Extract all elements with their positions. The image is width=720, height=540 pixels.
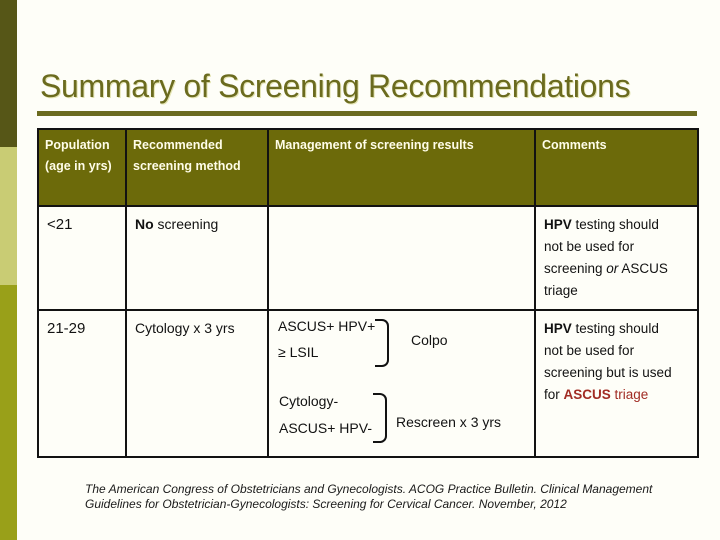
table-row: 21-29 Cytology x 3 yrs ASCUS+ HPV+ ≥ LSI… xyxy=(37,309,699,458)
mgmt-result-line: ASCUS+ HPV- xyxy=(279,420,372,436)
accent-bar-segment-medium xyxy=(0,285,17,540)
mgmt-result-line: ≥ LSIL xyxy=(278,344,319,360)
col-header-management: Management of screening results xyxy=(267,128,536,207)
mgmt-action: Rescreen x 3 yrs xyxy=(396,414,502,430)
cell-management-r2: ASCUS+ HPV+ ≥ LSIL Colpo Cytology- ASCUS… xyxy=(267,309,536,458)
col-header-population: Population (age in yrs) xyxy=(37,128,127,207)
grouping-bracket-icon xyxy=(375,319,389,367)
comment-red: triage xyxy=(610,387,649,402)
comment-lead: HPV xyxy=(544,217,572,232)
method-text: screening xyxy=(153,216,219,232)
cell-comments-r1: HPV testing should not be used for scree… xyxy=(534,205,699,311)
citation: The American Congress of Obstetricians a… xyxy=(85,482,653,511)
method-text-bold: No xyxy=(135,216,154,232)
comment-text: HPV testing should not be used for scree… xyxy=(544,318,680,406)
cell-method-r1: No screening xyxy=(125,205,269,311)
mgmt-action: Colpo xyxy=(411,332,448,348)
slide-title: Summary of Screening Recommendations xyxy=(40,68,631,104)
accent-bar-segment-light xyxy=(0,147,17,285)
table-header-row: Population (age in yrs) Recommended scre… xyxy=(37,128,699,207)
title-underline xyxy=(37,111,697,116)
mgmt-result-line: Cytology- xyxy=(279,393,339,409)
mgmt-result-line: ASCUS+ HPV+ xyxy=(278,318,376,334)
cell-method-r2: Cytology x 3 yrs xyxy=(125,309,269,458)
col-header-method: Recommended screening method xyxy=(125,128,269,207)
grouping-bracket-icon xyxy=(373,393,387,443)
comment-italic-or: or xyxy=(606,261,619,276)
cell-management-r1 xyxy=(267,205,536,311)
cell-population-r1: <21 xyxy=(37,205,127,311)
comment-tail: ASCUS triage xyxy=(544,261,668,298)
col-header-comments: Comments xyxy=(534,128,699,207)
comment-text: HPV testing should not be used for scree… xyxy=(544,214,680,302)
comment-red-bold: ASCUS xyxy=(563,387,611,402)
comment-mid: testing should not be used for screening… xyxy=(544,321,672,402)
cell-population-r2: 21-29 xyxy=(37,309,127,458)
table-row: <21 No screening HPV testing should not … xyxy=(37,205,699,311)
screening-recommendations-table: Population (age in yrs) Recommended scre… xyxy=(37,128,699,458)
accent-bar-segment-dark xyxy=(0,0,17,147)
comment-mid: testing should not be used for screening xyxy=(544,217,659,276)
comment-lead: HPV xyxy=(544,321,572,336)
cell-comments-r2: HPV testing should not be used for scree… xyxy=(534,309,699,458)
